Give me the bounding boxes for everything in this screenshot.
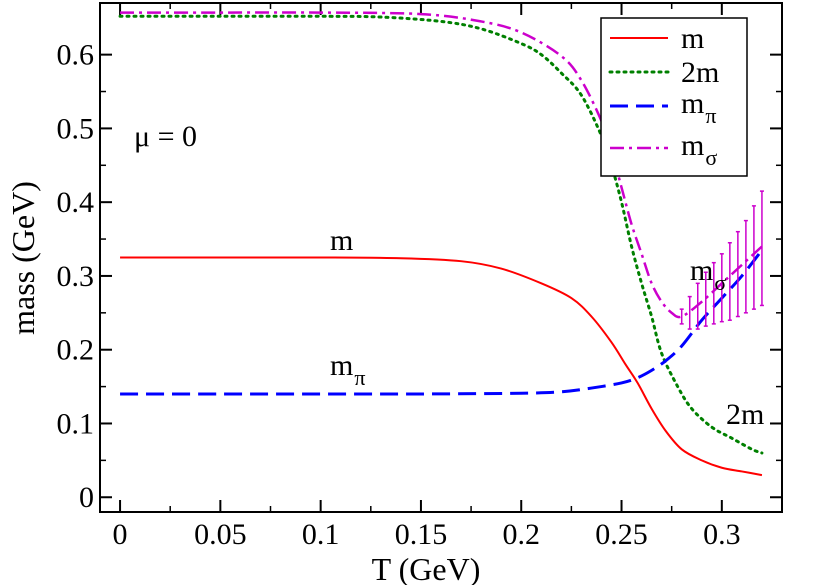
annotation-m: m — [330, 224, 353, 257]
series-line — [120, 249, 764, 396]
annotation-mpi: mπ — [330, 349, 365, 390]
x-tick-label: 0.1 — [302, 518, 340, 551]
annotation-mpi-main: m — [330, 349, 353, 382]
y-axis-label: mass (GeV) — [5, 181, 41, 335]
legend: m 2m mπ mσ — [600, 17, 748, 177]
series-0 — [120, 256, 763, 477]
x-tick-label: 0 — [113, 518, 128, 551]
y-tick-label: 0.3 — [57, 260, 95, 293]
y-tick-label: 0.6 — [57, 39, 95, 72]
y-tick-label: 0.5 — [57, 112, 95, 145]
series-line — [120, 256, 763, 477]
annotation-mu: μ = 0 — [134, 120, 197, 153]
legend-label-m: m — [681, 22, 704, 55]
x-tick-label: 0.2 — [502, 518, 540, 551]
x-axis-label: T (GeV) — [372, 551, 481, 585]
legend-label-msigma: mσ — [681, 129, 717, 170]
plot-frame — [99, 2, 783, 513]
y-tick-label: 0.2 — [57, 334, 95, 367]
annotation-2m: 2m — [726, 398, 764, 431]
y-tick-label: 0 — [79, 481, 94, 514]
annotation-msigma: mσ — [690, 254, 726, 295]
legend-label-mpi: mπ — [681, 87, 716, 128]
x-tick-label: 0.3 — [703, 518, 741, 551]
x-tick-label: 0.15 — [395, 518, 448, 551]
annotation-msigma-main: m — [690, 254, 713, 287]
annotation-msigma-sub: σ — [714, 270, 726, 295]
y-tick-label: 0.1 — [57, 407, 95, 440]
y-axis-ticks: 0 0.1 0.2 0.3 0.4 0.5 0.6 — [57, 39, 782, 514]
annotation-mpi-sub: π — [354, 365, 365, 390]
legend-box — [600, 17, 748, 177]
y-tick-label: 0.4 — [57, 186, 95, 219]
x-tick-label: 0.25 — [595, 518, 648, 551]
legend-label-2m: 2m — [681, 56, 719, 89]
x-tick-label: 0.05 — [194, 518, 247, 551]
series-2 — [120, 249, 764, 396]
